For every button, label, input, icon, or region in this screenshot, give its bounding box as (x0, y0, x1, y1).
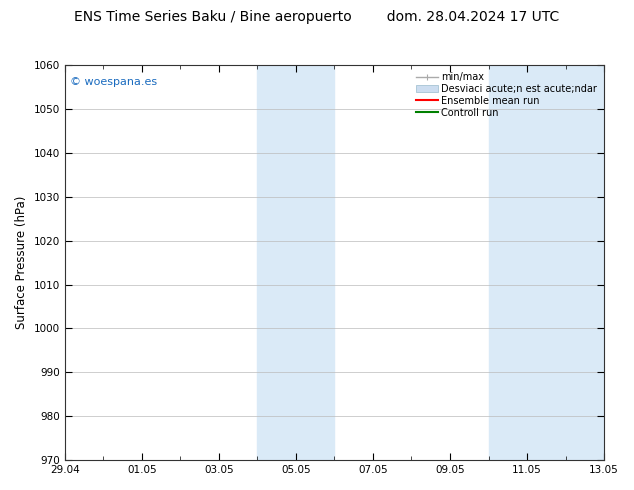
Bar (257, 65, 334, 460)
Bar (489, 65, 604, 460)
Y-axis label: Surface Pressure (hPa): Surface Pressure (hPa) (15, 196, 28, 329)
Text: © woespana.es: © woespana.es (70, 77, 157, 87)
Legend: min/max, Desviaci acute;n est acute;ndar, Ensemble mean run, Controll run: min/max, Desviaci acute;n est acute;ndar… (414, 70, 599, 120)
Text: ENS Time Series Baku / Bine aeropuerto        dom. 28.04.2024 17 UTC: ENS Time Series Baku / Bine aeropuerto d… (74, 10, 560, 24)
